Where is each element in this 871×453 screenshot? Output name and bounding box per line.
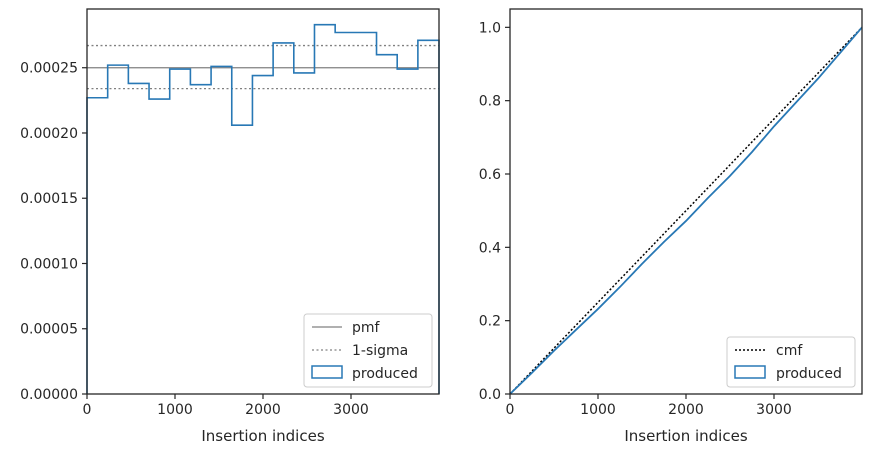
y-tick-label: 0.00000 [20,387,78,403]
legend-sigma-label: 1-sigma [352,343,408,359]
legend-cmf-label: cmf [776,343,803,359]
y-tick-label: 1.0 [479,20,501,36]
reference-lines [87,44,439,90]
legend-produced-swatch [311,365,343,379]
legend-pmf-label: pmf [352,320,381,336]
x-tick-label: 0 [506,402,515,418]
y-tick-label: 0.8 [479,94,501,110]
pmf-histogram-panel: 0.00000 0.00005 0.00010 0.00015 0.00020 0.000… [20,8,440,445]
y-tick-label: 0.00025 [20,61,78,77]
legend-produced-label: produced [352,366,418,382]
y-tick-label: 0.6 [479,167,501,183]
y-axis-ticks: 0.00000 0.00005 0.00010 0.00015 0.00020 0.000… [20,61,87,403]
x-tick-label: 2000 [668,402,704,418]
x-tick-label: 1000 [157,402,193,418]
x-axis-ticks: 0 1000 2000 3000 [506,394,792,418]
produced-histogram-step [86,23,440,394]
x-tick-label: 0 [83,402,92,418]
x-axis-label: Insertion indices [624,427,747,445]
y-tick-label: 0.00010 [20,256,78,272]
y-tick-label: 0.00020 [20,126,78,142]
legend-produced-label: produced [776,366,842,382]
plot-area [509,8,863,395]
x-tick-label: 3000 [333,402,369,418]
y-tick-label: 0.00005 [20,322,78,338]
y-tick-label: 0.2 [479,314,501,330]
y-axis-ticks: 0.0 0.2 0.4 0.6 0.8 1.0 [479,20,510,403]
x-tick-label: 2000 [245,402,281,418]
y-tick-label: 0.00015 [20,191,78,207]
legend-produced-swatch [734,365,766,379]
cmf-panel: 0.0 0.2 0.4 0.6 0.8 1.0 0 1000 2000 3000 Inserti… [479,8,863,445]
produced-cumulative-line [509,26,863,395]
x-axis-ticks: 0 1000 2000 3000 [83,394,369,418]
x-tick-label: 1000 [580,402,616,418]
x-tick-label: 3000 [756,402,792,418]
y-tick-label: 0.4 [479,240,501,256]
x-axis-label: Insertion indices [201,427,324,445]
cmf-line [509,26,863,395]
legend: pmf 1-sigma produced [303,313,433,388]
legend-box [303,313,433,388]
y-tick-label: 0.0 [479,387,501,403]
legend: cmf produced [726,336,856,388]
